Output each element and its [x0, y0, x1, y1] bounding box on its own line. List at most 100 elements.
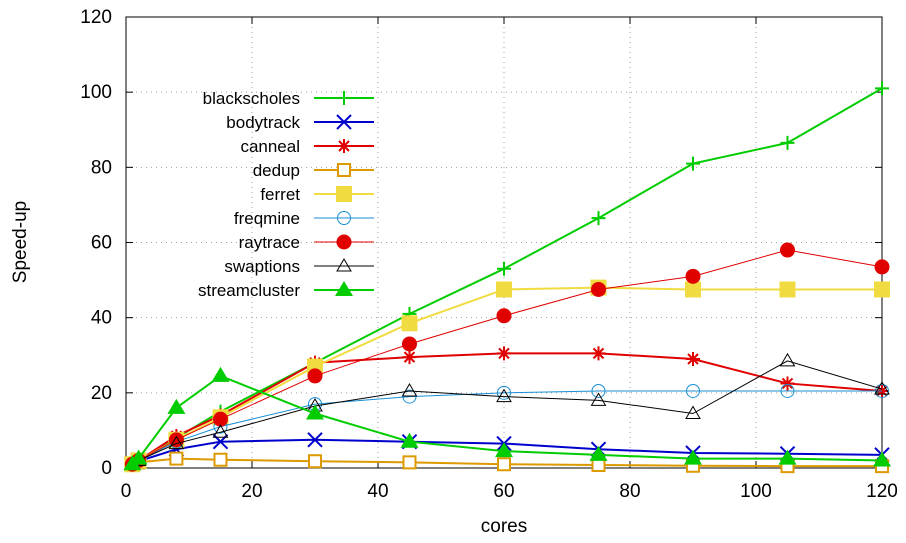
data-point-blackscholes [591, 211, 606, 226]
data-point-dedup [169, 451, 184, 466]
data-point-swaptions [779, 352, 796, 367]
data-point-canneal [402, 350, 417, 365]
legend-swatch-marker [337, 139, 351, 153]
data-point-swaptions [590, 392, 607, 406]
data-point-blackscholes [875, 81, 889, 96]
data-point-ferret [496, 281, 512, 298]
data-point-streamcluster [778, 449, 797, 465]
data-point-streamcluster [589, 445, 608, 461]
series-swaptions [124, 352, 890, 470]
data-point-freqmine [402, 389, 417, 404]
legend-label: blackscholes [203, 89, 300, 108]
series [123, 81, 891, 474]
data-point-ferret [685, 281, 701, 298]
data-point-swaptions [401, 382, 418, 397]
data-point-dedup [497, 457, 511, 472]
y-axis-title: Speed-up [10, 201, 31, 283]
data-point-blackscholes [686, 156, 700, 171]
legend-entry-ferret: ferret [260, 185, 374, 204]
y-tick-label: 0 [101, 458, 112, 479]
series-line-freqmine [132, 390, 882, 465]
legend-entry-blackscholes: blackscholes [203, 89, 374, 108]
data-point-freqmine [875, 383, 889, 398]
legend-swatch-marker [336, 258, 352, 272]
x-tick-label: 100 [740, 481, 772, 502]
legend-label: swaptions [224, 257, 300, 276]
x-tick-label: 60 [493, 481, 514, 502]
x-tick-label: 40 [367, 481, 388, 502]
data-point-ferret [779, 281, 796, 298]
legend-entry-canneal: canneal [240, 137, 374, 156]
x-axis-title: cores [481, 516, 527, 537]
legend-swatch-marker [336, 234, 352, 250]
legend-entry-streamcluster: streamcluster [198, 281, 374, 300]
data-point-dedup [402, 455, 417, 470]
x-tick-label: 80 [619, 481, 640, 502]
legend-swatch-marker [337, 91, 351, 105]
legend-entry-swaptions: swaptions [224, 257, 374, 276]
data-point-blackscholes [497, 261, 511, 276]
data-point-raytrace [780, 242, 795, 258]
legend: blackscholes bodytrack canneal dedup ferret f… [198, 89, 374, 300]
legend-swatch-marker [337, 163, 351, 177]
data-point-blackscholes [780, 135, 795, 150]
data-point-freqmine [497, 385, 511, 400]
series-line-swaptions [132, 360, 883, 465]
legend-entry-dedup: dedup [253, 161, 374, 180]
x-tick-label: 20 [241, 481, 262, 502]
legend-label: ferret [260, 185, 300, 204]
y-tick-label: 80 [91, 157, 112, 178]
data-point-raytrace [402, 336, 417, 352]
legend-label: streamcluster [198, 281, 300, 300]
y-tick-label: 20 [91, 383, 112, 404]
data-point-streamcluster [873, 451, 891, 467]
data-point-ferret [874, 281, 890, 298]
x-tick-label: 0 [121, 481, 132, 502]
data-point-canneal [591, 346, 606, 361]
data-point-ferret [401, 315, 418, 332]
data-point-streamcluster [400, 432, 419, 448]
data-point-canneal [686, 352, 700, 367]
data-point-raytrace [307, 368, 323, 384]
data-point-streamcluster [684, 449, 702, 465]
series-streamcluster [123, 366, 891, 471]
y-tick-label: 120 [80, 7, 112, 28]
data-point-raytrace [496, 308, 512, 324]
data-point-streamcluster [306, 404, 324, 420]
legend-swatch-marker [335, 281, 353, 296]
data-point-freqmine [591, 383, 606, 398]
data-point-raytrace [685, 268, 701, 284]
data-point-swaptions [874, 381, 890, 395]
y-tick-label: 60 [91, 233, 112, 254]
data-point-raytrace [874, 259, 890, 275]
legend-label: dedup [253, 161, 300, 180]
legend-swatch-marker [336, 186, 352, 202]
data-point-raytrace [591, 281, 606, 297]
legend-entry-freqmine: freqmine [234, 209, 374, 228]
data-point-swaptions [496, 388, 512, 403]
data-point-canneal [497, 346, 511, 361]
data-point-bodytrack [307, 432, 323, 448]
data-point-dedup [213, 452, 228, 467]
data-point-dedup [308, 454, 322, 469]
data-point-freqmine [686, 383, 700, 398]
x-tick-label: 120 [866, 481, 898, 502]
legend-entry-raytrace: raytrace [239, 233, 374, 252]
data-point-swaptions [168, 435, 185, 450]
data-point-swaptions [212, 424, 229, 438]
legend-entry-bodytrack: bodytrack [226, 113, 374, 132]
data-point-freqmine [780, 383, 795, 398]
legend-label: raytrace [239, 233, 300, 252]
legend-label: bodytrack [226, 113, 300, 132]
y-tick-label: 40 [91, 308, 112, 329]
y-tick-label: 100 [80, 82, 112, 103]
legend-label: freqmine [234, 209, 300, 228]
data-point-raytrace [213, 411, 228, 427]
data-point-streamcluster [211, 366, 230, 382]
data-point-streamcluster [495, 442, 513, 458]
data-point-streamcluster [129, 449, 148, 465]
data-point-canneal [780, 376, 795, 391]
data-point-streamcluster [167, 398, 186, 414]
legend-label: canneal [240, 137, 300, 156]
